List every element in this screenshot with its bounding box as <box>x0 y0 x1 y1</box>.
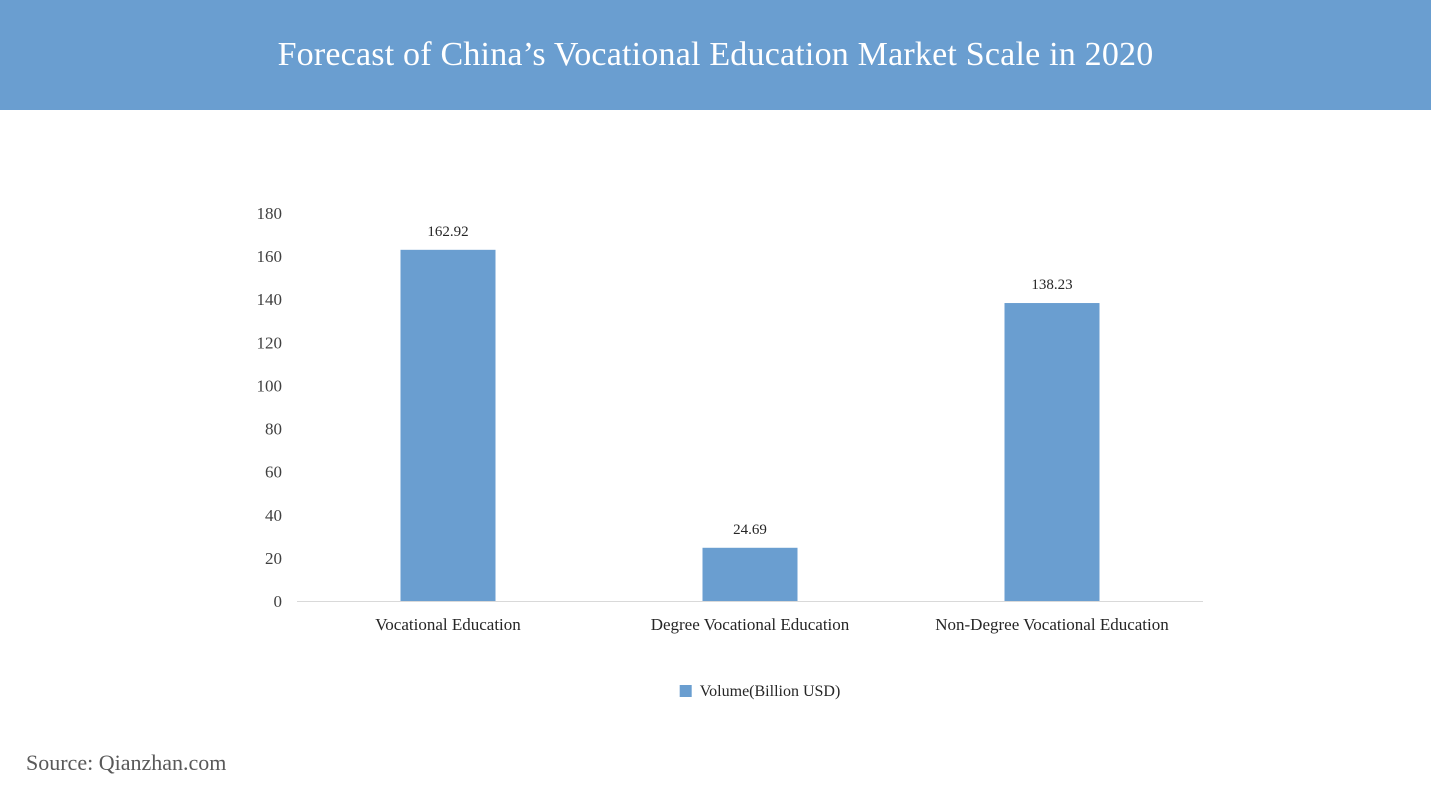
bar <box>400 249 496 601</box>
data-label: 138.23 <box>1031 277 1072 293</box>
data-label: 24.69 <box>733 522 767 538</box>
bar <box>702 547 798 601</box>
x-tick-label: Vocational Education <box>375 615 521 634</box>
y-tick-label: 120 <box>257 333 283 352</box>
title-banner: Forecast of China’s Vocational Education… <box>0 0 1431 110</box>
bar-chart: 0 20 40 60 80 100 120 140 160 180 162.92 24.69 138.… <box>257 204 1203 700</box>
legend-label: Volume(Billion USD) <box>700 683 841 700</box>
y-axis: 0 20 40 60 80 100 120 140 160 180 <box>257 204 283 611</box>
y-tick-label: 80 <box>265 420 282 439</box>
y-tick-label: 140 <box>257 290 283 309</box>
bar <box>1004 303 1100 601</box>
y-tick-label: 60 <box>265 463 282 482</box>
bars: 162.92 24.69 138.23 <box>400 224 1100 601</box>
x-tick-label: Degree Vocational Education <box>651 615 850 634</box>
y-tick-label: 0 <box>274 592 283 611</box>
x-tick-label: Non-Degree Vocational Education <box>935 615 1169 634</box>
y-tick-label: 180 <box>257 204 283 223</box>
x-axis: Vocational Education Degree Vocational Ed… <box>297 601 1203 634</box>
y-tick-label: 160 <box>257 247 283 266</box>
y-tick-label: 100 <box>257 376 283 395</box>
data-label: 162.92 <box>427 224 468 240</box>
y-tick-label: 40 <box>265 506 282 525</box>
chart-title: Forecast of China’s Vocational Education… <box>277 36 1154 73</box>
source-note: Source: Qianzhan.com <box>26 750 227 775</box>
legend: Volume(Billion USD) <box>679 683 841 700</box>
y-tick-label: 20 <box>265 549 282 568</box>
legend-swatch <box>679 685 692 697</box>
